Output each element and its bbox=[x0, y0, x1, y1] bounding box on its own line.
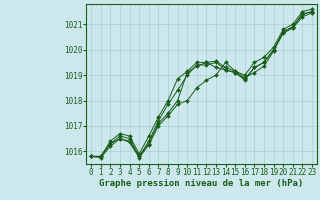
X-axis label: Graphe pression niveau de la mer (hPa): Graphe pression niveau de la mer (hPa) bbox=[100, 179, 304, 188]
